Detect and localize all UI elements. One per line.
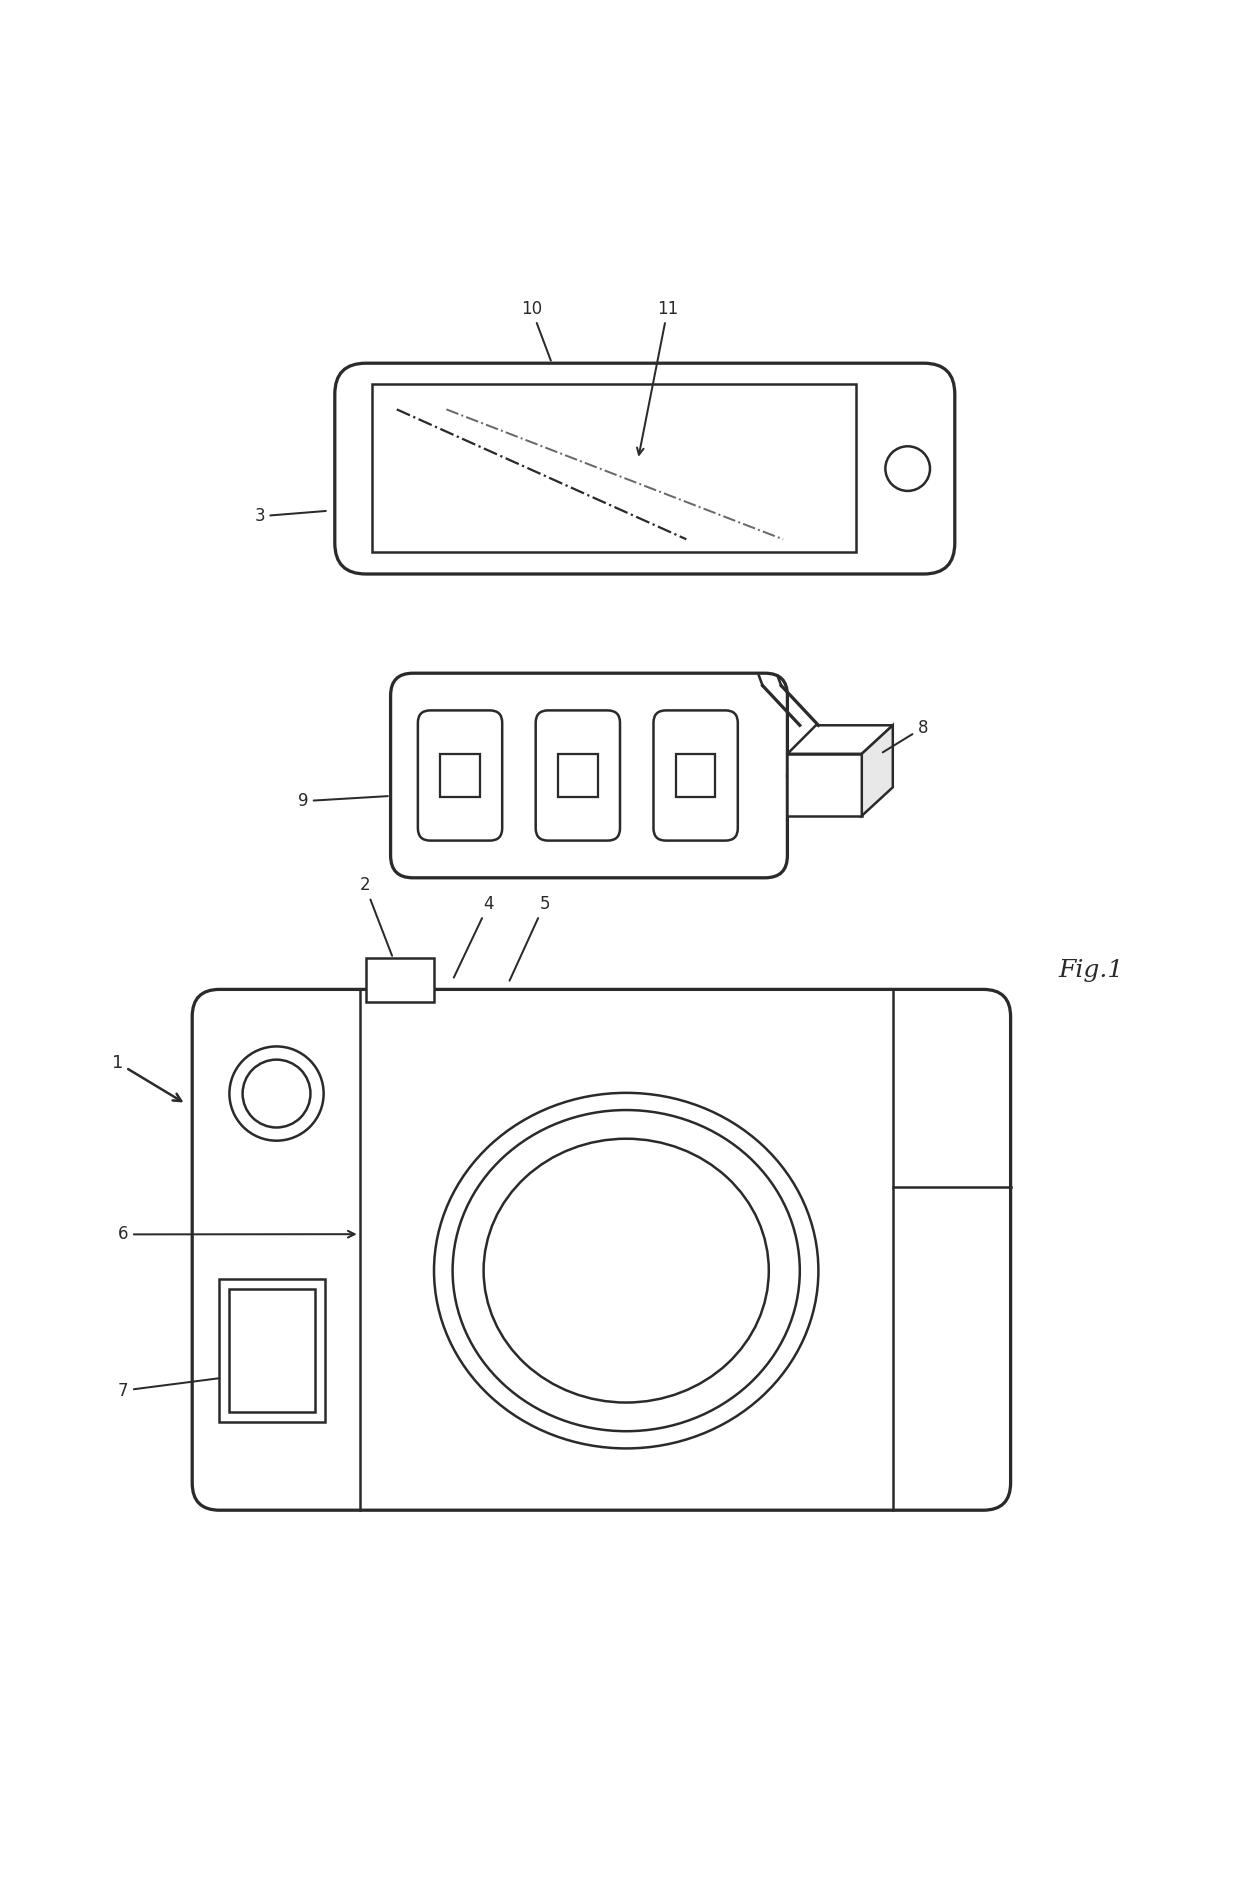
Text: 10: 10 [521,299,551,361]
Circle shape [885,447,930,490]
Polygon shape [787,753,862,815]
FancyBboxPatch shape [418,710,502,840]
Text: 3: 3 [254,507,326,526]
Text: 11: 11 [637,299,678,454]
Ellipse shape [434,1094,818,1449]
FancyBboxPatch shape [192,990,1011,1510]
Text: 8: 8 [883,719,928,753]
Bar [366,959,434,1001]
Ellipse shape [453,1111,800,1430]
FancyBboxPatch shape [653,710,738,840]
Circle shape [243,1060,310,1128]
Ellipse shape [484,1139,769,1402]
Text: 5: 5 [510,895,549,980]
Circle shape [229,1046,324,1141]
Bar [676,753,715,797]
Bar [219,1279,325,1421]
Bar [229,1288,315,1411]
Polygon shape [862,725,893,815]
Text: 4: 4 [454,895,494,978]
FancyBboxPatch shape [536,710,620,840]
Text: 1: 1 [112,1054,181,1101]
FancyBboxPatch shape [391,674,787,878]
Text: 2: 2 [360,876,392,955]
Bar [372,384,856,552]
Text: 9: 9 [298,793,388,810]
Text: 7: 7 [118,1364,322,1400]
FancyBboxPatch shape [335,363,955,573]
Text: 6: 6 [118,1226,355,1243]
Text: Fig.1: Fig.1 [1059,959,1123,982]
Polygon shape [787,725,893,753]
Bar [440,753,480,797]
Bar [558,753,598,797]
